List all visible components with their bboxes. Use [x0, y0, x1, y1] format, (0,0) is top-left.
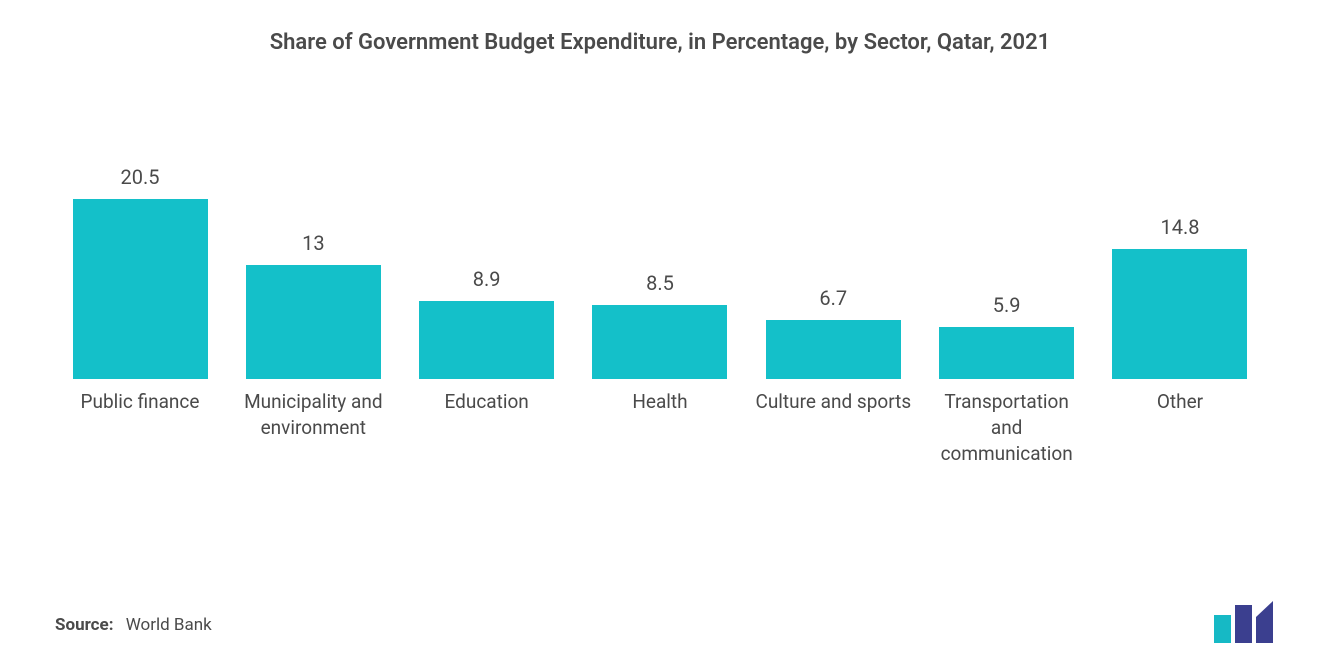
bar-label: Transportation and communication — [927, 389, 1087, 489]
bar — [939, 327, 1074, 379]
bar — [592, 305, 727, 380]
bar — [1112, 249, 1247, 379]
source-line: Source: World Bank — [55, 615, 212, 635]
bar-label: Culture and sports — [755, 389, 911, 489]
bar-value: 13 — [302, 231, 324, 255]
source-label: Source: — [55, 615, 113, 635]
bar-group: 5.9 Transportation and communication — [927, 293, 1087, 489]
bar — [419, 301, 554, 379]
bar-group: 20.5 Public finance — [60, 165, 220, 489]
bar-group: 6.7 Culture and sports — [753, 286, 913, 489]
bar-group: 13 Municipality and environment — [233, 231, 393, 489]
bar-group: 8.5 Health — [580, 271, 740, 490]
bar-label: Municipality and environment — [233, 389, 393, 489]
chart-plot-area: 20.5 Public finance 13 Municipality and env… — [50, 165, 1270, 489]
bar-value: 5.9 — [993, 293, 1021, 317]
bar — [246, 265, 381, 379]
chart-title: Share of Government Budget Expenditure, … — [50, 30, 1270, 55]
bar — [73, 199, 208, 379]
bar-value: 20.5 — [121, 165, 160, 189]
bar-value: 8.9 — [473, 267, 501, 291]
bar-group: 8.9 Education — [407, 267, 567, 489]
bar-value: 6.7 — [819, 286, 847, 310]
bar — [766, 320, 901, 379]
bar-group: 14.8 Other — [1100, 215, 1260, 489]
bar-value: 14.8 — [1160, 215, 1199, 239]
bar-label: Education — [445, 389, 529, 489]
bar-label: Health — [632, 389, 687, 489]
chart-container: Share of Government Budget Expenditure, … — [0, 0, 1320, 665]
source-value: World Bank — [126, 615, 212, 635]
bar-label: Public finance — [81, 389, 200, 489]
brand-logo-icon — [1210, 601, 1280, 643]
bar-label: Other — [1157, 389, 1203, 489]
bar-value: 8.5 — [646, 271, 674, 295]
